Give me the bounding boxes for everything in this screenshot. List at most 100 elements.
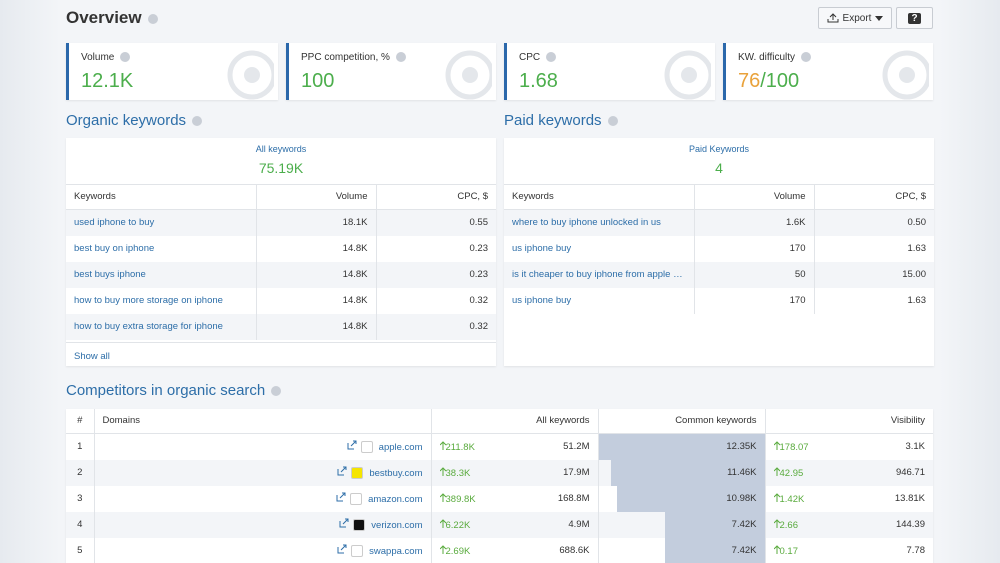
change-up: 0.17 bbox=[773, 544, 798, 557]
keyword-metric: 0.32 bbox=[376, 313, 496, 340]
competitor-row: 3 amazon.com 389.8K 168.8M 10.98K 1.42K 13.81K bbox=[66, 485, 933, 512]
paid-panel: Paid Keywords 4 Keywords Volume CPC, $ where … bbox=[504, 138, 934, 366]
summary-label: Paid Keywords bbox=[688, 144, 750, 154]
visibility-cell: 178.07 3.1K bbox=[765, 433, 933, 460]
keyword-link[interactable]: is it cheaper to buy iphone from apple o… bbox=[504, 261, 695, 288]
metric-card: CPC 1.68 bbox=[504, 43, 715, 100]
metric-decoration bbox=[445, 50, 492, 100]
keyword-metric: 14.8K bbox=[256, 313, 377, 340]
info-icon bbox=[801, 52, 812, 63]
column-header: Common keywords bbox=[598, 409, 766, 434]
domain-cell: verizon.com bbox=[94, 511, 432, 538]
column-header: Volume bbox=[256, 185, 377, 210]
domain-link[interactable]: amazon.com bbox=[368, 493, 423, 505]
common-keywords: 7.42K bbox=[731, 519, 757, 530]
common-keywords-cell: 7.42K bbox=[598, 511, 766, 538]
keyword-link[interactable]: best buys iphone bbox=[66, 261, 257, 288]
common-keywords: 11.46K bbox=[727, 467, 757, 478]
change-up: 178.07 bbox=[773, 440, 809, 453]
column-header: Keywords bbox=[66, 185, 257, 210]
arrow-up bbox=[773, 492, 780, 502]
keyword-link[interactable]: how to buy more storage on iphone bbox=[66, 287, 257, 314]
keyword-metric: 14.8K bbox=[256, 287, 377, 314]
arrow-up bbox=[439, 440, 446, 450]
info-icon bbox=[546, 52, 557, 63]
all-keywords: 17.9M bbox=[563, 466, 590, 478]
external-link-icon[interactable] bbox=[336, 492, 346, 502]
show-all-link[interactable]: Show all bbox=[66, 341, 496, 370]
domain-link[interactable]: apple.com bbox=[378, 441, 423, 453]
domain-link[interactable]: swappa.com bbox=[369, 545, 423, 557]
keyword-metric: 170 bbox=[694, 287, 815, 314]
change-value: 1.42K bbox=[779, 493, 805, 505]
common-keywords: 12.35K bbox=[726, 441, 757, 452]
summary: All keywords 75.19K bbox=[66, 138, 496, 185]
help-button[interactable]: ? bbox=[896, 7, 933, 29]
keyword-row: is it cheaper to buy iphone from apple o… bbox=[504, 261, 934, 288]
section-title-text: Organic keywords bbox=[66, 112, 187, 129]
common-keywords: 10.98K bbox=[726, 493, 757, 504]
keyword-metric: 18.1K bbox=[256, 209, 377, 236]
column-header: Visibility bbox=[765, 409, 933, 434]
metric-value: 12.1K bbox=[81, 70, 266, 93]
arrow-up bbox=[773, 440, 780, 450]
keyword-row: how to buy more storage on iphone 14.8K 0.… bbox=[66, 287, 496, 314]
export-button[interactable]: Export bbox=[818, 7, 892, 29]
all-keywords-cell: 38.3K 17.9M bbox=[431, 459, 599, 486]
change-up: 6.22K bbox=[439, 518, 470, 531]
all-keywords-cell: 389.8K 168.8M bbox=[431, 485, 599, 512]
info-icon bbox=[147, 13, 158, 24]
keywords-table: Keywords Volume CPC, $ where to buy iphone … bbox=[504, 185, 934, 314]
change-value: 38.3K bbox=[445, 467, 471, 479]
external-link-icon[interactable] bbox=[339, 518, 349, 528]
change-up: 2.66 bbox=[773, 518, 798, 531]
change-value: 211.8K bbox=[445, 441, 475, 453]
caret bbox=[875, 15, 884, 21]
info-icon bbox=[395, 52, 406, 63]
external-link-icon[interactable] bbox=[337, 544, 347, 554]
keyword-link[interactable]: best buy on iphone bbox=[66, 235, 257, 262]
keyword-link[interactable]: us iphone buy bbox=[504, 235, 695, 262]
visibility: 946.71 bbox=[895, 466, 925, 478]
keyword-metric: 1.6K bbox=[694, 209, 815, 236]
visibility: 3.1K bbox=[905, 440, 925, 452]
domain-link[interactable]: bestbuy.com bbox=[369, 467, 423, 479]
rank: 4 bbox=[66, 511, 95, 538]
metric-value: 76/100 bbox=[738, 70, 921, 93]
domain-link[interactable]: verizon.com bbox=[371, 519, 423, 531]
keyword-link[interactable]: where to buy iphone unlocked in us bbox=[504, 209, 695, 236]
change-up: 2.69K bbox=[439, 544, 470, 557]
competitor-row: 1 apple.com 211.8K 51.2M 12.35K 178.07 3.1K bbox=[66, 433, 933, 460]
page-title: Overview bbox=[66, 8, 158, 28]
common-keywords-cell: 10.98K bbox=[598, 485, 766, 512]
section-title: Competitors in organic search bbox=[66, 382, 282, 399]
summary-value: 4 bbox=[715, 160, 723, 176]
common-bar bbox=[664, 537, 764, 563]
keyword-metric: 0.32 bbox=[469, 295, 489, 306]
keyword-link[interactable]: how to buy extra storage for iphone bbox=[66, 313, 257, 340]
change-up: 1.42K bbox=[773, 492, 805, 505]
keyword-metric: 14.8K bbox=[256, 261, 377, 288]
column-header: CPC, $ bbox=[814, 185, 934, 210]
competitors-table: # Domains All keywords Common keywords Visib… bbox=[66, 409, 933, 563]
column-header: CPC, $ bbox=[376, 185, 496, 210]
common-keywords: 7.42K bbox=[731, 545, 757, 556]
column-header: Volume bbox=[694, 185, 815, 210]
metric-label: KW. difficulty bbox=[738, 52, 921, 63]
info-icon bbox=[271, 386, 282, 397]
change-up: 38.3K bbox=[439, 466, 471, 479]
metric-suffix: /100 bbox=[760, 70, 800, 92]
metric-card: KW. difficulty 76/100 bbox=[723, 43, 933, 100]
visibility: 13.81K bbox=[894, 492, 925, 504]
keyword-link[interactable]: us iphone buy bbox=[504, 287, 695, 314]
external-link-icon[interactable] bbox=[337, 466, 347, 476]
keyword-row: how to buy extra storage for iphone 14.8K… bbox=[66, 313, 496, 340]
favicon bbox=[351, 467, 364, 480]
external-link-icon[interactable] bbox=[347, 440, 357, 450]
keyword-link[interactable]: used iphone to buy bbox=[66, 209, 257, 236]
summary-value: 75.19K bbox=[258, 160, 304, 176]
metric-decoration bbox=[664, 50, 711, 100]
change-value: 178.07 bbox=[779, 441, 809, 453]
arrow-up bbox=[773, 544, 780, 554]
common-keywords-cell: 12.35K bbox=[598, 433, 766, 460]
